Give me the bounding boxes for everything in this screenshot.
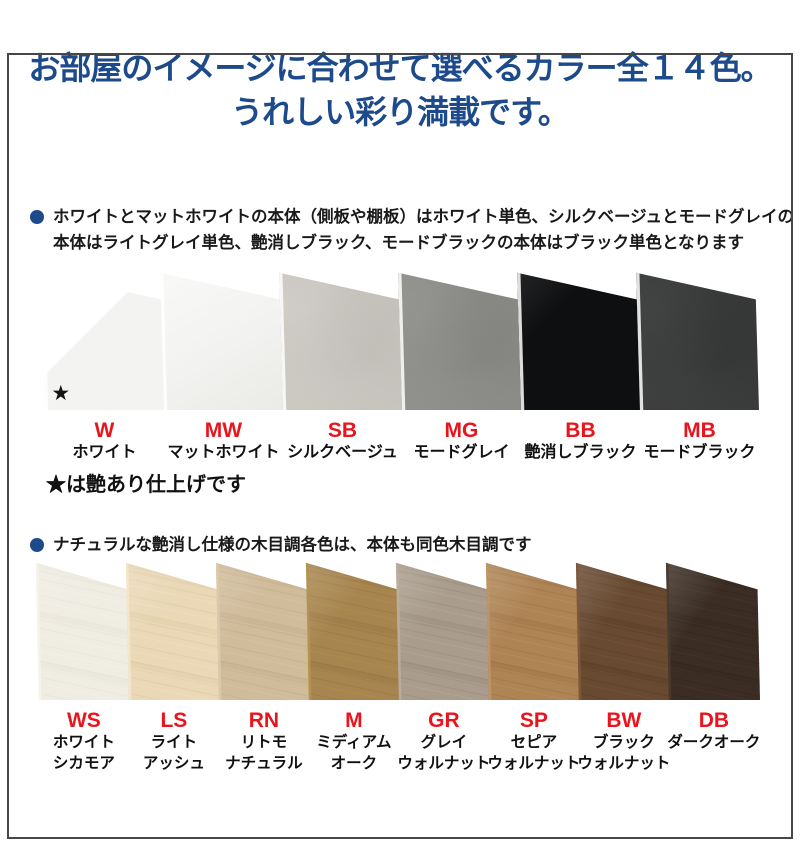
swatch-panel-SB — [279, 272, 402, 410]
swatch-edge — [665, 562, 672, 700]
swatch-panel-W: ★ — [41, 272, 164, 410]
swatch-label-M: M ミディアムオーク — [309, 710, 399, 774]
swatch-code-BB: BB — [565, 419, 596, 442]
swatch-edge — [575, 562, 582, 700]
title-line-1: お部屋のイメージに合わせて選べるカラー全１４色。 — [28, 50, 772, 86]
swatch-name-WS: シカモア — [52, 755, 115, 772]
swatch-panel-WS — [35, 562, 130, 700]
solid-note-line-1: ホワイトとマットホワイトの本体（側板や棚板）はホワイト単色、シルクベージュとモー… — [53, 208, 795, 226]
swatch-panel-DB — [665, 562, 760, 700]
swatch-code-MB: MB — [683, 419, 716, 442]
swatch-code-BW: BW — [606, 709, 642, 732]
swatch-edge — [636, 272, 644, 410]
title-line-2: うれしい彩り満載です。 — [231, 94, 570, 130]
swatch-code-SB: SB — [327, 419, 358, 442]
swatch-panel-M — [305, 562, 400, 700]
swatch-panel-LS — [125, 562, 220, 700]
swatch-label-RN: RN リトモナチュラル — [219, 710, 309, 774]
swatch-label-MG: MG モードグレイ — [402, 420, 521, 463]
swatch-label-LS: LS ライトアッシュ — [129, 710, 219, 774]
swatch-edge — [485, 562, 492, 700]
swatch-label-W: W ホワイト — [45, 420, 164, 463]
bullet-icon — [30, 210, 44, 224]
swatch-code-DB: DB — [698, 709, 730, 732]
swatch-label-BW: BW ブラックウォルナット — [577, 709, 671, 774]
swatch-name-SB: シルクベージュ — [287, 444, 398, 461]
swatch-name-LS: ライト — [150, 734, 198, 751]
swatch-name-WS: ホワイト — [52, 734, 115, 751]
swatch-code-WS: WS — [66, 709, 101, 732]
swatch-name-MW: マットホワイト — [167, 444, 280, 461]
swatch-edge — [398, 272, 406, 410]
gloss-footnote: ★は艶あり仕上げです — [46, 474, 246, 496]
swatch-name-DB: ダークオーク — [667, 734, 761, 751]
swatch-panel-BW — [575, 562, 670, 700]
swatch-edge — [160, 272, 168, 410]
swatch-label-MB: MB モードブラック — [640, 420, 759, 463]
swatch-name-MG: モードグレイ — [413, 444, 510, 461]
swatch-panel-MB — [636, 272, 759, 410]
wood-swatch-row: WS ホワイトシカモア LS ライトアッシュ RN リトモナチュラル M ミディアムオーク GR… — [32, 560, 800, 774]
swatch-panel-MW — [160, 272, 283, 410]
swatch-code-W: W — [94, 419, 115, 442]
swatch-name-BW: ウォルナット — [577, 755, 671, 772]
solid-colors-note: ホワイトとマットホワイトの本体（側板や棚板）はホワイト単色、シルクベージュとモー… — [30, 204, 800, 256]
swatch-edge — [125, 562, 132, 700]
swatch-code-LS: LS — [160, 709, 188, 732]
swatch-label-MW: MW マットホワイト — [164, 420, 283, 463]
wood-colors-note: ナチュラルな艶消し仕様の木目調各色は、本体も同色木目調です — [30, 532, 800, 558]
wood-note-line-1: ナチュラルな艶消し仕様の木目調各色は、本体も同色木目調です — [53, 536, 532, 554]
solid-colors-section: ホワイトとマットホワイトの本体（側板や棚板）はホワイト単色、シルクベージュとモー… — [0, 204, 800, 498]
swatch-name-GR: ウォルナット — [397, 755, 491, 772]
swatch-edge — [215, 562, 222, 700]
swatch-code-RN: RN — [248, 709, 280, 732]
swatch-code-GR: GR — [428, 709, 460, 732]
swatch-code-MG: MG — [444, 419, 479, 442]
solid-note-line-2: 本体はライトグレイ単色、艶消しブラック、モードブラックの本体はブラック単色となり… — [53, 234, 745, 252]
swatch-name-LS: アッシュ — [142, 755, 205, 772]
swatch-name-GR: グレイ — [420, 734, 468, 751]
swatch-name-W: ホワイト — [72, 444, 137, 461]
swatch-edge — [395, 562, 402, 700]
swatch-label-BB: BB 艶消しブラック — [521, 420, 640, 463]
solid-swatch-row: ★ W ホワイト MW マットホワイト SB シルクベージュ MG モードグレイ BB 艶消しブラッ… — [36, 270, 800, 464]
swatch-panel-RN — [215, 562, 310, 700]
swatch-panel-MG — [398, 272, 521, 410]
page-title: お部屋のイメージに合わせて選べるカラー全１４色。 うれしい彩り満載です。 — [0, 46, 800, 134]
swatch-label-SP: SP セピアウォルナット — [487, 709, 581, 774]
swatch-edge — [305, 562, 312, 700]
bullet-icon — [30, 538, 44, 552]
gloss-star-icon: ★ — [51, 382, 71, 406]
swatch-label-DB: DB ダークオーク — [667, 709, 761, 753]
swatch-name-SP: ウォルナット — [487, 755, 581, 772]
swatch-name-RN: リトモ — [240, 734, 288, 751]
swatch-label-GR: GR グレイウォルナット — [397, 709, 491, 774]
swatch-code-M: M — [345, 709, 363, 732]
swatch-name-RN: ナチュラル — [225, 755, 303, 772]
wood-colors-section: ナチュラルな艶消し仕様の木目調各色は、本体も同色木目調です WS ホワイトシカモア… — [0, 532, 800, 774]
swatch-edge — [517, 272, 525, 410]
swatch-label-SB: SB シルクベージュ — [283, 420, 402, 463]
swatch-edge — [279, 272, 287, 410]
swatch-name-BW: ブラック — [592, 734, 655, 751]
swatch-panel-BB — [517, 272, 640, 410]
swatch-name-SP: セピア — [510, 734, 558, 751]
color-chart-page: お部屋のイメージに合わせて選べるカラー全１４色。 うれしい彩り満載です。 ホワイト… — [0, 46, 800, 846]
swatch-name-M: オーク — [330, 755, 378, 772]
swatch-code-MW: MW — [204, 419, 243, 442]
swatch-panel-GR — [395, 562, 490, 700]
swatch-label-WS: WS ホワイトシカモア — [39, 710, 129, 774]
swatch-code-SP: SP — [519, 709, 548, 732]
swatch-name-MB: モードブラック — [643, 444, 756, 461]
swatch-edge — [41, 272, 49, 410]
swatch-name-BB: 艶消しブラック — [524, 444, 637, 461]
swatch-panel-SP — [485, 562, 580, 700]
swatch-edge — [35, 562, 42, 700]
swatch-name-M: ミディアム — [316, 734, 392, 751]
